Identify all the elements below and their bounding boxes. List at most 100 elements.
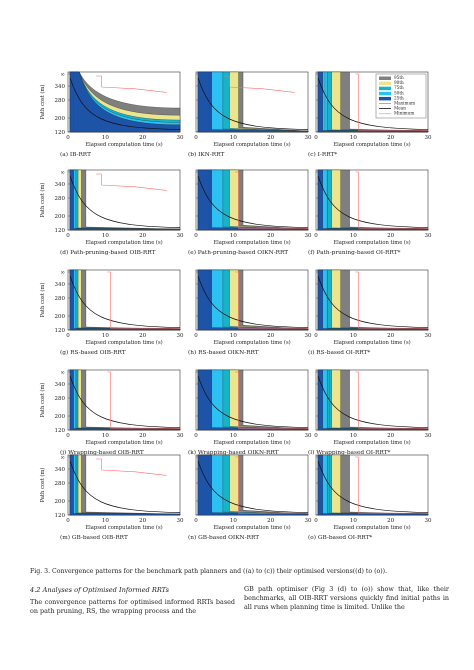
y-tick-label: 200 (55, 314, 66, 320)
y-tick-label: ∞ (60, 455, 65, 461)
legend-entry: 50th (394, 90, 404, 95)
mean-line (317, 460, 429, 513)
x-axis-label: Elapsed computation time (s) (213, 439, 290, 446)
maximum-line (355, 271, 428, 329)
x-tick-label: 10 (230, 333, 237, 339)
x-tick-label: 20 (387, 518, 394, 524)
maximum-line (96, 75, 167, 93)
x-tick-label: 20 (267, 433, 274, 439)
section-title: 4.2 Analyses of Optimised Informed RRTs (30, 586, 169, 594)
y-tick-label: ∞ (60, 72, 65, 78)
mean-line (197, 77, 309, 130)
x-tick-label: 20 (387, 433, 394, 439)
x-tick-label: 0 (66, 135, 70, 141)
y-tick-label: 340 (55, 282, 66, 288)
x-tick-label: 0 (194, 333, 198, 339)
y-tick-label: 120 (55, 130, 66, 136)
y-axis-label: Path cost (m) (39, 383, 46, 418)
x-tick-label: 30 (425, 333, 432, 339)
x-tick-label: 30 (177, 518, 184, 524)
x-axis-label: Elapsed computation time (s) (333, 239, 410, 246)
mean-line (317, 375, 429, 428)
left-column-text: The convergence patterns for optimised i… (30, 598, 235, 615)
x-tick-label: 10 (350, 333, 357, 339)
x-tick-label: 10 (230, 433, 237, 439)
x-tick-label: 10 (230, 233, 237, 239)
x-tick-label: 30 (177, 433, 184, 439)
legend-entry: 95th (394, 75, 404, 80)
x-tick-label: 0 (314, 333, 318, 339)
y-tick-label: 120 (55, 328, 66, 334)
panel-label: (c) I-RRT* (308, 151, 337, 158)
x-tick-label: 0 (314, 518, 318, 524)
x-tick-label: 0 (314, 233, 318, 239)
mean-line (317, 77, 429, 130)
x-tick-label: 20 (139, 518, 146, 524)
panel-frame (67, 454, 181, 516)
maximum-line (235, 271, 308, 329)
x-tick-label: 0 (66, 233, 70, 239)
figure-caption: Fig. 3. Convergence patterns for the ben… (30, 568, 388, 575)
legend-entry: 25th (394, 95, 404, 100)
y-tick-label: 120 (55, 228, 66, 234)
x-tick-label: 20 (267, 518, 274, 524)
x-tick-label: 0 (66, 518, 70, 524)
mean-line (317, 175, 429, 228)
x-tick-label: 20 (267, 135, 274, 141)
legend-entry: Maximum (394, 101, 415, 106)
panel-label: (a) IB-RRT (60, 151, 91, 158)
legend-swatch (379, 96, 391, 101)
x-axis-label: Elapsed computation time (s) (213, 239, 290, 246)
y-tick-label: 120 (55, 513, 66, 519)
maximum-line (355, 456, 428, 514)
mean-line (69, 460, 181, 513)
panel-frame (67, 369, 181, 431)
x-tick-label: 20 (267, 233, 274, 239)
x-tick-label: 10 (350, 135, 357, 141)
x-tick-label: 20 (387, 333, 394, 339)
y-axis-label: Path cost (m) (39, 283, 46, 318)
y-tick-label: ∞ (60, 170, 65, 176)
y-tick-label: 200 (55, 116, 66, 122)
mean-line (197, 275, 309, 328)
legend-box (375, 73, 427, 119)
x-tick-label: 10 (350, 433, 357, 439)
x-axis-label: Elapsed computation time (s) (85, 141, 162, 148)
x-tick-label: 10 (102, 333, 109, 339)
x-tick-label: 30 (305, 433, 312, 439)
legend-swatch (379, 81, 391, 86)
y-tick-label: 280 (55, 481, 66, 487)
maximum-line (224, 75, 295, 93)
panel-label: (d) Path-pruning-based OIB-RRT (60, 249, 156, 256)
right-column-text: GB path optimiser (Fig 3 (d) to (o)) sho… (244, 585, 449, 611)
legend-swatch (379, 86, 391, 91)
y-tick-label: 340 (55, 382, 66, 388)
mean-line (197, 460, 309, 513)
y-tick-label: 280 (55, 396, 66, 402)
x-tick-label: 30 (177, 333, 184, 339)
panel-label: (j) Wrapping-based OIB-RRT (60, 449, 144, 456)
y-tick-label: 200 (55, 414, 66, 420)
panel-label: (o) GB-based OI-RRT* (308, 534, 372, 541)
x-axis-label: Elapsed computation time (s) (333, 141, 410, 148)
panel-label: (h) RS-based OIKN-RRT (188, 349, 259, 356)
x-tick-label: 10 (102, 135, 109, 141)
x-tick-label: 0 (314, 433, 318, 439)
y-tick-label: 280 (55, 98, 66, 104)
x-tick-label: 30 (177, 135, 184, 141)
y-tick-label: 340 (55, 182, 66, 188)
mean-line (197, 175, 309, 228)
x-tick-label: 0 (194, 135, 198, 141)
mean-line (197, 375, 309, 428)
maximum-line (355, 73, 428, 131)
panel-label: (i) RS-based OI-RRT* (308, 349, 370, 356)
maximum-line (235, 371, 308, 429)
y-tick-label: 340 (55, 84, 66, 90)
x-tick-label: 20 (139, 135, 146, 141)
mean-line (69, 375, 181, 428)
y-tick-label: 200 (55, 499, 66, 505)
y-tick-label: 280 (55, 296, 66, 302)
panel-label: (m) GB-based OIB-RRT (60, 534, 128, 541)
x-tick-label: 20 (267, 333, 274, 339)
panel-frame (67, 269, 181, 331)
